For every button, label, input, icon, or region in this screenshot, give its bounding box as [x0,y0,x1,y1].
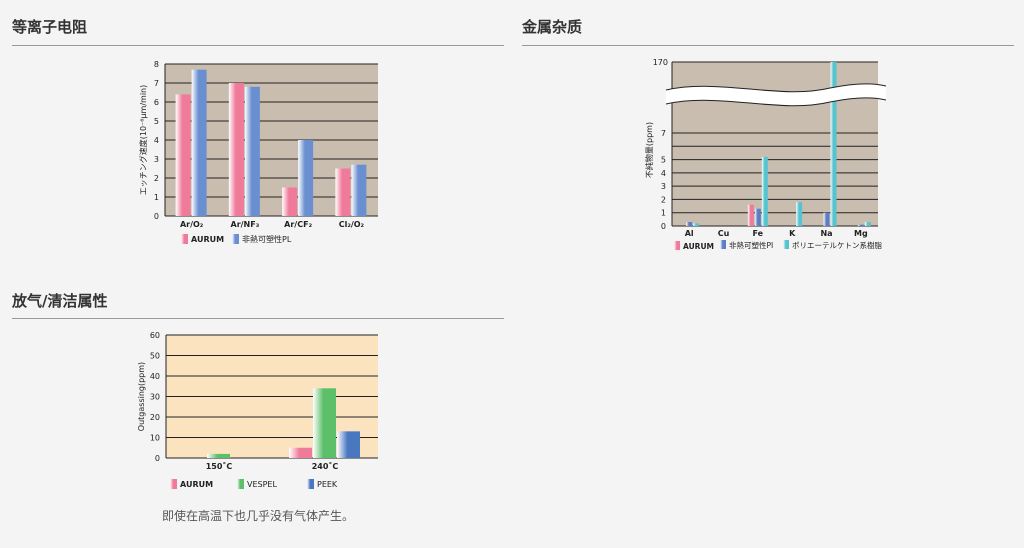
bar [761,156,768,226]
bar [313,388,336,458]
bar [289,447,312,458]
legend-swatch [307,479,314,489]
bar [244,86,260,216]
legend-swatch [674,241,680,250]
legend-label: AURUM [683,242,714,251]
divider [12,45,504,46]
x-tick-label: Cl₂/O₂ [339,220,365,229]
bar [335,168,351,216]
y-tick-label: 40 [150,372,160,381]
y-tick-label: 2 [661,195,666,204]
y-tick-label: 50 [150,352,160,361]
legend-label: PEEK [317,480,338,489]
y-tick-label: 2 [154,174,159,183]
bar [337,431,360,458]
bar [747,204,754,226]
y-tick-label: 170 [653,58,668,67]
bar [191,69,207,216]
y-tick-label: 7 [661,129,666,138]
bar [228,83,244,216]
legend-swatch [720,240,726,249]
legend-swatch [232,234,239,244]
legend-swatch [237,479,244,489]
bar [857,224,864,226]
bar [282,187,298,216]
y-tick-label: 0 [155,454,160,463]
y-tick-label: 8 [154,60,159,69]
y-tick-label: 20 [150,413,160,422]
section-title-plasma: 等离子电阻 [12,18,88,36]
y-tick-label: 6 [154,98,159,107]
bar [830,62,837,226]
y-tick-label: 4 [154,136,159,145]
bar [686,222,693,226]
legend-swatch [181,234,188,244]
y-tick-label: 1 [154,193,159,202]
x-tick-label: Ar/O₂ [180,220,204,229]
x-tick-label: Ar/NF₃ [231,220,260,229]
y-tick-label: 10 [150,434,160,443]
bar [796,202,803,226]
y-tick-label: 30 [150,393,160,402]
x-tick-label: Mg [854,229,868,238]
legend-label: VESPEL [247,480,277,489]
y-tick-label: 0 [661,222,666,231]
y-axis-label: Outgassing(ppm) [137,362,146,431]
x-tick-label: 240˚C [312,461,339,471]
legend-label: ポリエーテルケトン系樹脂 [792,240,882,250]
x-tick-label: Fe [753,229,764,238]
x-tick-label: Ar/CF₂ [284,220,312,229]
bar [207,453,230,458]
x-tick-label: Cu [718,229,730,238]
legend-label: 非熱可塑性PI [729,240,773,250]
outgas-note: 即使在高温下也几乎没有气体产生。 [162,509,355,523]
bar [693,223,700,226]
section-title-outgas: 放气/清洁属性 [12,292,108,310]
bar [351,164,367,216]
y-axis-label: 不純物量(ppm) [644,122,654,178]
bar [298,140,314,216]
divider [12,318,504,319]
section-title-metal: 金属杂质 [522,18,583,36]
y-tick-label: 4 [661,169,666,178]
x-tick-label: Al [685,229,694,238]
y-tick-label: 5 [154,117,159,126]
legend-label: 非熱可塑性PL [242,234,292,244]
divider [522,45,1014,46]
axis-break [666,83,886,106]
y-tick-label: 0 [154,212,159,221]
legend-label: AURUM [180,480,213,489]
bar [823,212,830,226]
legend-label: AURUM [191,235,224,244]
bar [754,208,761,226]
axis-break-line [665,97,887,107]
x-tick-label: K [789,229,796,238]
y-tick-label: 3 [154,155,159,164]
y-tick-label: 1 [661,209,666,218]
axis-break-line [665,83,887,93]
y-axis-label: エッチング速度(10⁻⁶µm/min) [138,85,148,196]
y-tick-label: 60 [150,331,160,340]
legend-swatch [783,240,789,249]
y-tick-label: 7 [154,79,159,88]
y-tick-label: 5 [661,156,666,165]
y-tick-label: 3 [661,182,666,191]
legend-swatch [170,479,177,489]
bar [175,94,191,216]
x-tick-label: 150˚C [206,461,233,471]
x-tick-label: Na [820,229,832,238]
bar [864,222,871,226]
